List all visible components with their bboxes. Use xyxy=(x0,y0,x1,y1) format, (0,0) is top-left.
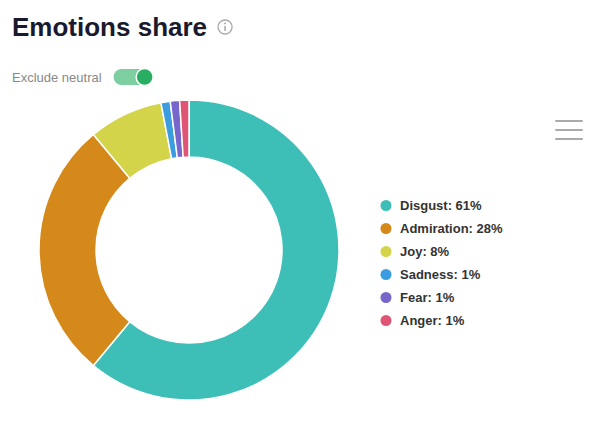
legend-label: Disgust: 61% xyxy=(400,198,482,213)
background xyxy=(0,0,610,438)
menu-line[interactable] xyxy=(556,129,582,131)
legend-marker xyxy=(381,223,392,234)
chart: Emotions share Exclude neutral Disgust: 61… xyxy=(0,0,610,438)
info-icon[interactable] xyxy=(218,20,232,34)
menu-icon[interactable] xyxy=(556,121,582,139)
legend-marker xyxy=(381,269,392,280)
legend-marker xyxy=(381,315,392,326)
toggle-knob[interactable] xyxy=(136,69,153,86)
title: Emotions share xyxy=(12,12,207,42)
donut-slice xyxy=(39,134,130,365)
legend-marker xyxy=(381,292,392,303)
toggle-track[interactable] xyxy=(114,69,154,85)
menu-line[interactable] xyxy=(556,120,582,122)
info-icon-dot[interactable] xyxy=(224,23,226,25)
info-icon-ring[interactable] xyxy=(218,20,232,34)
legend-marker xyxy=(381,200,392,211)
donut-slice xyxy=(93,103,171,179)
legend: Disgust: 61% Admiration: 28% Joy: 8% Sadnes… xyxy=(381,198,504,328)
legend-label: Sadness: 1% xyxy=(400,267,481,282)
legend-marker xyxy=(381,246,392,257)
legend-label: Admiration: 28% xyxy=(400,221,503,236)
info-icon-stem[interactable] xyxy=(224,26,226,31)
legend-label: Anger: 1% xyxy=(400,313,465,328)
donut-slice xyxy=(93,100,339,400)
menu-line[interactable] xyxy=(556,138,582,140)
toggle[interactable] xyxy=(114,69,154,86)
subtitle: Exclude neutral xyxy=(12,70,102,85)
legend-label: Joy: 8% xyxy=(400,244,450,259)
donut xyxy=(39,100,339,400)
donut-slice xyxy=(180,100,189,157)
legend-label: Fear: 1% xyxy=(400,290,455,305)
